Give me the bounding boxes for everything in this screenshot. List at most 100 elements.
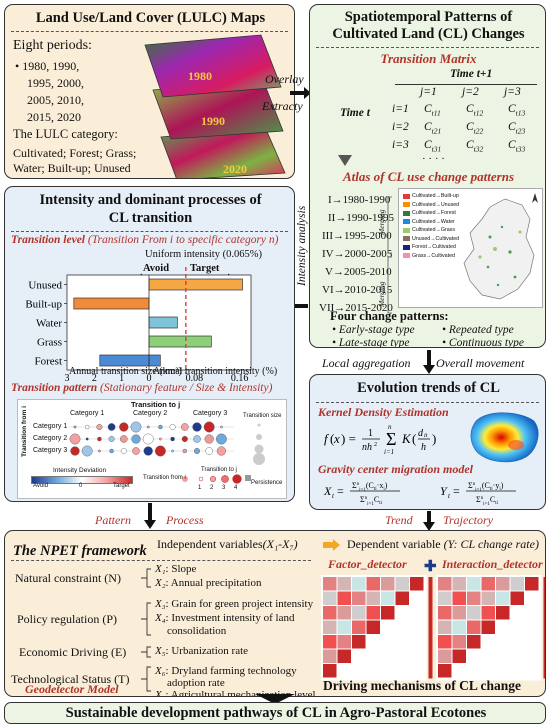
- trend-label: Trend: [385, 513, 413, 527]
- cell: Ct11: [424, 103, 441, 117]
- pattern-text: Early-stage type: [338, 324, 415, 336]
- to-label: Transition to j: [201, 467, 237, 473]
- var-sym: X₂: [155, 577, 166, 589]
- cell-sub: t12: [473, 108, 484, 118]
- atlas-legend: Cultivated→Built-up Cultivated→Unused Cult…: [403, 192, 463, 260]
- factor-heatmap-cell: [323, 620, 337, 634]
- intensity-deviation-label: Intensity Deviation: [53, 467, 107, 474]
- lulc-title: Land Use/Land Cover (LULC) Maps: [35, 10, 266, 26]
- indep-dep-arrow: [323, 539, 340, 551]
- var-text: : Investment intensity of land: [165, 612, 295, 624]
- kde-heatmap: [470, 412, 539, 463]
- factor-heatmap-cell: [323, 649, 337, 663]
- category-list: Cultivated; Forest; Grass;: [13, 146, 137, 160]
- kde-formula: f ( x ) = 1 nh 2 Σ n i=1 K ( d it h ): [324, 423, 436, 456]
- cell: Ct32: [466, 139, 483, 153]
- dependent-var: Dependent variable (Y: CL change rate): [347, 537, 539, 552]
- svg-text:Σ: Σ: [386, 429, 396, 449]
- var-sym: X₅: [155, 645, 166, 657]
- size-legend-bubble: [257, 423, 261, 427]
- size-legend-bubble: [256, 434, 262, 440]
- gravity-title: Gravity center migration model: [318, 462, 473, 476]
- down-triangle-icon: [338, 155, 352, 166]
- interaction-heatmap-cell: [481, 606, 495, 620]
- bubble: [154, 445, 166, 457]
- atlas-map-shape: [463, 198, 535, 300]
- cell-sub: t23: [515, 126, 526, 136]
- bubble: [85, 437, 89, 441]
- interaction-heatmap-cell: [452, 591, 466, 605]
- atlas-period: IV→2000-2005: [322, 248, 393, 260]
- plus-icon: ✚: [424, 559, 437, 575]
- factor-heatmap-cell: [337, 591, 351, 605]
- cell: Ct22: [466, 121, 483, 135]
- spatio-divider: [316, 47, 539, 48]
- cell-sub: t22: [473, 126, 484, 136]
- svg-text:Y: Y: [440, 484, 448, 498]
- var-sym: X₁: [155, 563, 166, 575]
- evolution-panel: Evolution trends of CL Kernel Density Es…: [309, 374, 546, 510]
- overlay-arrow: [290, 87, 311, 99]
- pattern-item: • Repeated type: [442, 324, 514, 336]
- bubble: [205, 447, 213, 455]
- legend-label: Cultivated→Grass: [412, 227, 455, 234]
- legend-swatch: [403, 236, 410, 242]
- legend-label: Cultivated→Forest: [412, 210, 456, 217]
- var-text: : Grain for green project intensity: [165, 598, 314, 610]
- legend-item: Cultivated→Unused: [403, 201, 463, 210]
- var-text: : Urbanization rate: [165, 645, 249, 657]
- svg-text:d: d: [418, 428, 424, 439]
- factor-heatmap-cell: [352, 606, 366, 620]
- size-legend-bubble: [253, 453, 265, 465]
- bubble: [171, 449, 175, 453]
- factor-heatmap-cell: [366, 591, 380, 605]
- spatio-title-2: Cultivated Land (CL) Changes: [332, 26, 525, 42]
- legend-label: Grass→Cultivated: [412, 252, 455, 259]
- factor-heatmap-cell: [352, 635, 366, 649]
- driving-mechanisms: Driving mechanisms of CL change: [323, 678, 522, 693]
- bar-x-tick-right: 0.16: [231, 373, 249, 384]
- bubble: [81, 445, 93, 457]
- bubble: [181, 435, 188, 442]
- factor-heatmap-cell: [337, 577, 351, 591]
- row-i3: i=3: [392, 139, 409, 151]
- var-x5: X₅: Urbanization rate: [155, 645, 248, 657]
- bubble: [69, 433, 81, 445]
- intensity-title-1: Intensity and dominant processes of: [39, 192, 262, 208]
- var-text: : Annual precipitation: [165, 577, 262, 589]
- map-year-1990: 1990: [201, 114, 225, 128]
- bar-category-label: Forest: [35, 356, 63, 368]
- detector-heatmaps: [321, 575, 545, 681]
- bubble: [120, 448, 127, 455]
- interaction-heatmap-colorbar: [543, 577, 545, 679]
- bar-x-tick-left: 3: [65, 373, 70, 384]
- cell-c: C: [508, 139, 516, 151]
- var-text: : Slope: [165, 563, 197, 575]
- atlas-period: II→1990-1995: [328, 212, 394, 224]
- bubble: [131, 434, 141, 444]
- indep-text: Independent variables: [157, 537, 263, 551]
- factor-heatmap-colorbar: [428, 577, 433, 679]
- local-aggregation-label: Local aggregation: [322, 356, 411, 370]
- periods-heading: Eight periods:: [13, 38, 92, 53]
- bar-category-label: Grass: [37, 337, 62, 349]
- deviation-colorbar: [31, 476, 133, 484]
- legend-swatch: [403, 202, 410, 208]
- factor-heatmap-cell: [352, 577, 366, 591]
- factor-heatmap-cell: [366, 620, 380, 634]
- bar-category-label: Built-up: [25, 299, 62, 311]
- to-tick: 3: [222, 485, 226, 491]
- kde-title: Kernel Density Estimation: [318, 405, 449, 419]
- map-1980: [144, 34, 282, 98]
- lulc-panel: Land Use/Land Cover (LULC) Maps Eight pe…: [4, 4, 295, 179]
- svg-text:): ): [432, 431, 436, 446]
- matrix-dots: · · · ·: [422, 153, 445, 165]
- cell-sub: t13: [515, 108, 526, 118]
- bar-x-tick-left: 2: [92, 373, 97, 384]
- x-right-label: Annual transition intensity (%): [153, 366, 278, 377]
- bubble: [70, 446, 80, 456]
- factor-heatmap-cell: [395, 591, 409, 605]
- factor-heatmap-cell: [410, 577, 424, 591]
- var-x6-cont: adoption rate: [167, 677, 225, 689]
